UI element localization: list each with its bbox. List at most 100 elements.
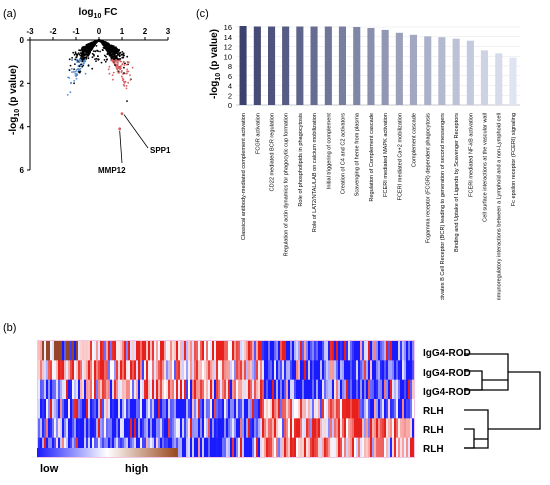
heatmap-cell — [256, 418, 259, 438]
heatmap-cell — [226, 360, 229, 380]
volcano-point — [110, 48, 113, 51]
heatmap-cell — [150, 360, 153, 380]
heatmap-cell — [194, 341, 197, 361]
heatmap-cell — [360, 360, 363, 380]
volcano-point — [107, 68, 110, 71]
heatmap-cell — [402, 379, 405, 400]
heatmap-cell — [40, 399, 43, 419]
heatmap-cell — [222, 360, 225, 380]
bar-category-label: Regulation of Complement cascade — [369, 113, 375, 202]
heatmap-cell — [54, 379, 57, 400]
heatmap-cell — [292, 437, 295, 457]
heatmap-cell — [396, 437, 399, 457]
heatmap-cell — [52, 379, 55, 400]
heatmap-cell — [212, 379, 215, 400]
heatmap-cell — [244, 379, 247, 400]
heatmap-cell — [84, 379, 87, 400]
heatmap-cell — [134, 399, 137, 419]
heatmap-cell — [310, 399, 313, 419]
heatmap-cell — [250, 360, 253, 380]
heatmap-cell — [300, 341, 303, 361]
volcano-point — [80, 52, 82, 54]
heatmap-cell — [116, 437, 119, 457]
heatmap-cell — [152, 418, 155, 438]
heatmap-cell — [362, 418, 365, 438]
heatmap-cell — [276, 437, 279, 457]
heatmap-cell — [240, 341, 243, 361]
heatmap-cell — [288, 418, 291, 438]
heatmap-cell — [66, 418, 69, 438]
heatmap-cell — [258, 437, 261, 457]
volcano-point — [121, 56, 124, 59]
bar — [495, 53, 503, 105]
heatmap-cell — [96, 437, 99, 457]
heatmap-cell — [96, 341, 99, 361]
volcano-point — [114, 50, 117, 53]
heatmap-cell — [112, 437, 115, 457]
heatmap-cell — [370, 379, 373, 400]
volcano-point — [81, 65, 84, 68]
heatmap-cell — [62, 437, 65, 457]
volcano-point — [76, 73, 79, 76]
heatmap-cell — [354, 360, 357, 380]
heatmap-cell — [158, 341, 161, 361]
heatmap-cell — [388, 379, 391, 400]
volcano-point — [84, 47, 87, 50]
volcano-point — [112, 53, 115, 55]
heatmap-cell — [258, 379, 261, 400]
heatmap-cell — [214, 437, 217, 457]
heatmap-cell — [244, 399, 247, 419]
heatmap-cell — [270, 399, 273, 419]
heatmap-cell — [78, 341, 81, 361]
heatmap-cell — [104, 379, 107, 400]
volcano-point — [95, 60, 97, 62]
heatmap-cell — [344, 418, 347, 438]
heatmap-cell — [330, 399, 333, 419]
heatmap-cell — [128, 399, 131, 419]
heatmap-cell — [154, 399, 157, 419]
heatmap-cell — [180, 399, 183, 419]
heatmap-cell — [300, 418, 303, 438]
heatmap-cell — [332, 399, 335, 419]
heatmap-cell — [238, 418, 241, 438]
heatmap-cell — [318, 418, 321, 438]
heatmap-cell — [400, 437, 403, 457]
heatmap-cell — [200, 379, 203, 400]
volcano-point — [101, 40, 104, 43]
heatmap-cell — [188, 418, 191, 438]
heatmap-cell — [370, 399, 373, 419]
heatmap-cell — [216, 437, 219, 457]
heatmap-cell — [334, 379, 337, 400]
heatmap-cell — [126, 360, 129, 380]
heatmap-cell — [380, 379, 383, 400]
heatmap-cell — [170, 437, 173, 457]
heatmap-cell — [220, 418, 223, 438]
heatmap-cell — [92, 418, 95, 438]
heatmap-cell — [216, 418, 219, 438]
heatmap-cell — [382, 399, 385, 419]
heatmap-cell — [62, 360, 65, 380]
heatmap-cell — [334, 437, 337, 457]
heatmap-cell — [190, 360, 193, 380]
heatmap-cell — [222, 418, 225, 438]
heatmap-cell — [388, 399, 391, 419]
volcano-point — [104, 43, 107, 46]
heatmap-cell — [100, 360, 103, 380]
heatmap-cell — [174, 418, 177, 438]
heatmap-cell — [398, 360, 401, 380]
heatmap-cell — [396, 379, 399, 400]
heatmap-cell — [356, 399, 359, 419]
volcano-point — [112, 49, 115, 52]
heatmap-cell — [148, 379, 151, 400]
bar-category-label: Regulation of actin dynamics for phagocy… — [284, 113, 290, 256]
heatmap-cell — [262, 399, 265, 419]
heatmap-cell — [240, 399, 243, 419]
heatmap-cell — [320, 360, 323, 380]
heatmap-cell — [150, 399, 153, 419]
heatmap-cell — [170, 418, 173, 438]
heatmap-cell — [88, 379, 91, 400]
heatmap-cell — [88, 418, 91, 438]
heatmap-cell — [374, 399, 377, 419]
heatmap-cell — [98, 418, 101, 438]
heatmap-cell — [176, 341, 179, 361]
